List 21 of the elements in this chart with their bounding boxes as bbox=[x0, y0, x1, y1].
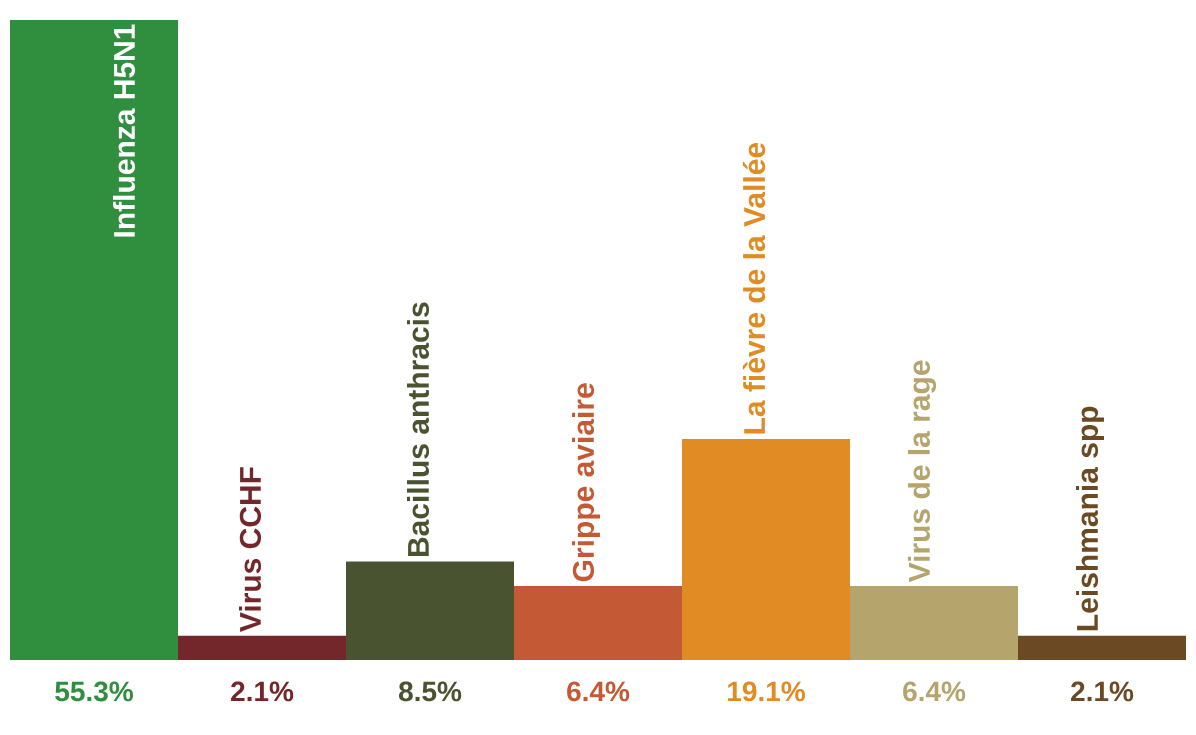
x-tick-label: Virus de la rage bbox=[907, 360, 937, 583]
bar bbox=[682, 438, 850, 660]
data-label: 6.4% bbox=[903, 681, 966, 702]
data-label: 2.1% bbox=[231, 681, 294, 702]
bar bbox=[178, 635, 347, 660]
x-tick-label: Virus CCHF bbox=[238, 467, 262, 632]
x-tick-label: Influenza H5N1 bbox=[113, 24, 136, 237]
x-tick-label: Grippe aviaire bbox=[572, 383, 600, 582]
data-label: 6.4% bbox=[567, 681, 630, 702]
x-tick-label: Leishmania spp bbox=[1076, 406, 1104, 631]
x-tick-label: La fièvre de la Vallée bbox=[742, 142, 766, 434]
bar bbox=[1018, 635, 1186, 660]
data-label: 2.1% bbox=[1071, 681, 1134, 702]
data-label: 8.5% bbox=[398, 681, 462, 702]
data-label: 19.1% bbox=[728, 681, 805, 702]
bar bbox=[10, 19, 179, 660]
bar bbox=[514, 585, 682, 660]
data-label: 55.3% bbox=[55, 681, 133, 702]
bar bbox=[346, 561, 515, 660]
bar bbox=[850, 585, 1018, 660]
x-tick-label: Bacillus anthracis bbox=[406, 302, 430, 557]
